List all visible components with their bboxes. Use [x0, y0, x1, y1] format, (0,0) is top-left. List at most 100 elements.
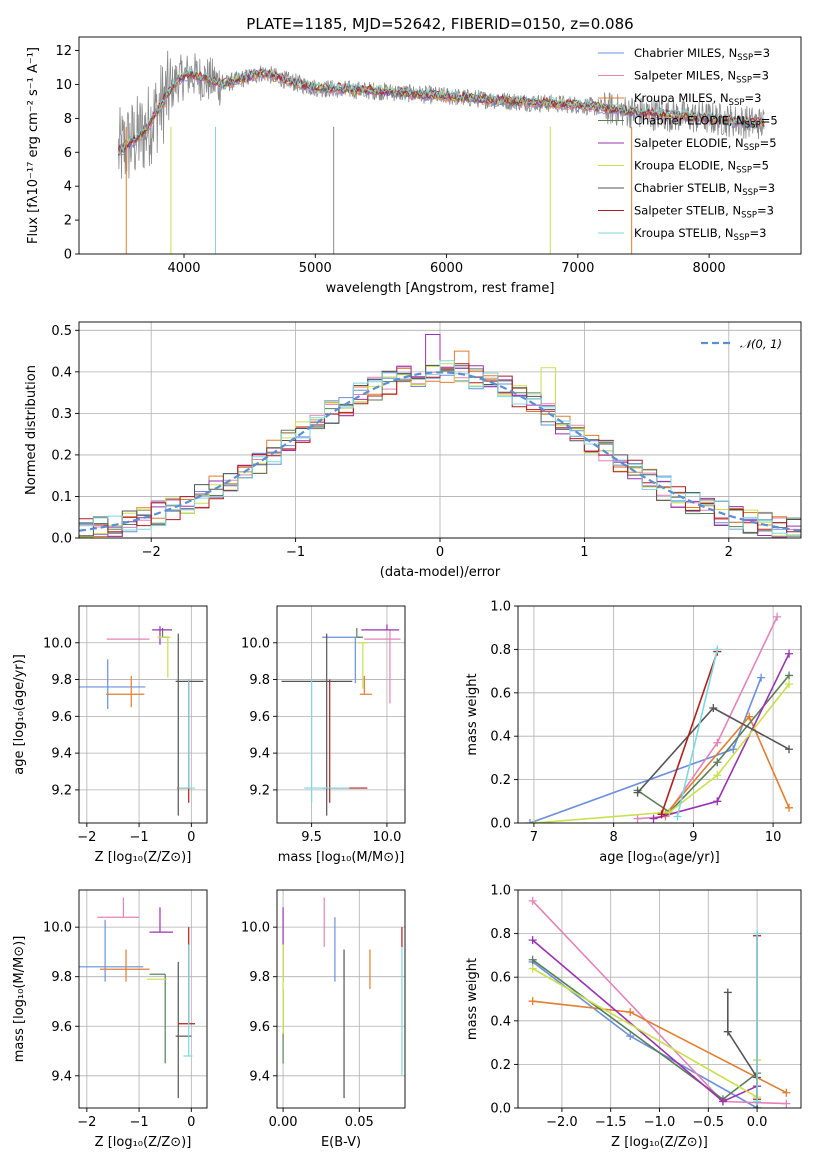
data-marker: [657, 810, 666, 819]
legend-entry: Salpeter MILES, NSSP=3: [634, 69, 769, 86]
x-tick-label: −0.5: [693, 1115, 725, 1130]
data-marker: [723, 988, 732, 997]
y-tick-label: 0.4: [490, 1014, 511, 1029]
plot-area-weight_vs_age: [525, 612, 794, 823]
data-marker: [633, 788, 642, 797]
legend: Chabrier MILES, NSSP=3 Salpeter MILES, NS…: [598, 46, 778, 243]
axes-age_vs_Z: −2 −1 0 9.2 9.4 9.6 9.8 10.0 Z [log₁₀(Z/Z⊙)] age …: [12, 605, 208, 865]
x-tick-label: 8: [610, 830, 618, 845]
y-tick-label: 10: [55, 78, 72, 93]
x-axis-label: (data-model)/error: [380, 565, 501, 580]
x-tick-label: 0.0: [747, 1115, 768, 1130]
spectrum-model-line: [117, 67, 765, 154]
y-tick-label: 0.2: [51, 448, 72, 463]
mass-weight-line: [637, 674, 790, 814]
errorbar-point: [157, 636, 171, 678]
legend-entry: Kroupa STELIB, NSSP=3: [634, 226, 766, 243]
x-tick-label: 9.5: [301, 830, 322, 845]
x-tick-label: 7000: [561, 261, 594, 276]
legend-entry: Chabrier STELIB, NSSP=3: [634, 181, 775, 198]
frame-spectrum: 4000 5000 6000 7000 8000 0 2 4 6 8 10 12 wavelength …: [26, 36, 802, 296]
x-tick-label: −1.5: [595, 1115, 627, 1130]
y-tick-label: 9.4: [249, 747, 270, 762]
y-tick-label: 9.6: [249, 1020, 270, 1035]
legend-entry: Salpeter STELIB, NSSP=3: [634, 204, 774, 221]
y-axis-label: Flux [fλ10⁻¹⁷ erg cm⁻² s⁻¹ A⁻¹]: [26, 47, 41, 244]
x-tick-label: 0.05: [345, 1115, 374, 1130]
data-marker: [529, 819, 538, 823]
y-axis-label: mass weight: [465, 958, 480, 1040]
errorbar-point: [152, 626, 172, 645]
y-tick-label: 9.2: [249, 783, 270, 798]
x-tick-label: 0.00: [269, 1115, 298, 1130]
y-axis-label: mass weight: [465, 673, 480, 755]
axes-frame: [78, 36, 802, 255]
y-axis-label: age [log₁₀(age/yr)]: [12, 654, 27, 775]
frame-age_vs_Z: −2 −1 0 9.2 9.4 9.6 9.8 10.0 Z [log₁₀(Z/Z⊙)] age …: [12, 605, 208, 865]
axes-weight_vs_age: 7 8 9 10 0.0 0.2 0.4 0.6 0.8 1.0 age [log₁₀(age/yr…: [465, 600, 802, 865]
y-tick-label: 0.6: [490, 971, 511, 986]
x-tick-label: −2.0: [546, 1115, 578, 1130]
frame-residuals: −2 −1 0 1 2 0.0 0.1 0.2 0.3 0.4 0.5 (data-model)/er…: [24, 321, 802, 580]
plot-area-mass_vs_EBV: [282, 897, 403, 1099]
y-tick-label: 9.6: [249, 710, 270, 725]
data-marker: [713, 797, 722, 806]
frame-mass_vs_EBV: 0.00 0.05 9.4 9.6 9.8 10.0 E(B-V): [241, 889, 406, 1150]
errorbar-point: [358, 642, 368, 689]
y-tick-label: 1.0: [490, 600, 511, 615]
data-marker: [729, 745, 738, 754]
data-marker: [785, 803, 794, 812]
data-marker: [782, 1088, 791, 1097]
y-tick-label: 9.6: [51, 710, 72, 725]
axes-frame: [276, 605, 406, 824]
legend-entry: Chabrier ELODIE, NSSP=5: [634, 114, 778, 131]
legend-entry: Kroupa ELODIE, NSSP=5: [634, 159, 769, 176]
y-tick-label: 8: [64, 112, 72, 127]
data-marker: [528, 964, 537, 973]
data-marker: [528, 896, 537, 905]
x-tick-label: −2: [77, 1115, 96, 1130]
data-marker: [673, 812, 682, 821]
data-marker: [718, 1097, 727, 1106]
data-marker: [528, 955, 537, 964]
legend-entry: 𝒩(0, 1): [740, 337, 782, 351]
x-tick-label: 0: [436, 545, 444, 560]
x-tick-label: 0: [187, 830, 195, 845]
data-marker: [713, 645, 722, 654]
data-marker: [745, 712, 754, 721]
x-axis-label: mass [log₁₀(M/M⊙)]: [278, 850, 405, 865]
mass-weight-line: [676, 649, 719, 817]
legend-entry: Kroupa MILES, NSSP=3: [634, 91, 761, 108]
errorbar-point: [304, 679, 350, 803]
y-tick-label: 9.8: [51, 673, 72, 688]
x-tick-label: 5000: [299, 261, 332, 276]
data-marker: [525, 819, 534, 823]
data-marker: [626, 1008, 635, 1017]
data-marker: [626, 1032, 635, 1041]
errorbar-point: [322, 636, 363, 684]
errorbar-point: [178, 679, 195, 789]
data-marker: [665, 808, 674, 817]
x-tick-label: −1.0: [644, 1115, 676, 1130]
y-tick-label: 10.0: [43, 921, 72, 936]
x-tick-label: 0: [187, 1115, 195, 1130]
data-marker: [528, 936, 537, 945]
errorbar-point: [183, 944, 193, 1057]
x-axis-label: E(B-V): [321, 1135, 361, 1150]
x-tick-label: 4000: [167, 261, 200, 276]
y-tick-label: 2: [64, 214, 72, 229]
errorbar-point: [175, 633, 204, 816]
chart-title: PLATE=1185, MJD=52642, FIBERID=0150, z=0…: [246, 15, 633, 33]
spectrum-model-line: [118, 68, 765, 154]
x-axis-label: Z [log₁₀(Z/Z⊙)]: [95, 850, 192, 865]
y-tick-label: 9.2: [51, 783, 72, 798]
x-tick-label: 8000: [693, 261, 726, 276]
x-tick-label: 7: [530, 830, 538, 845]
x-axis-label: age [log₁₀(age/yr)]: [599, 850, 720, 865]
y-tick-label: 0.0: [51, 532, 72, 547]
data-marker: [713, 758, 722, 767]
y-tick-label: 9.8: [249, 970, 270, 985]
y-tick-label: 0.4: [490, 730, 511, 745]
errorbar-point: [79, 919, 144, 982]
